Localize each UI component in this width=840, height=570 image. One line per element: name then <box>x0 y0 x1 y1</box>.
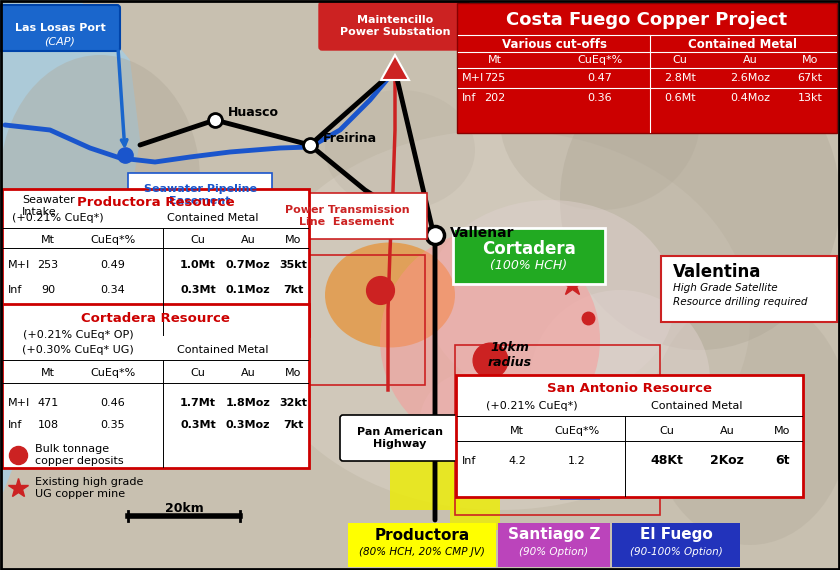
FancyBboxPatch shape <box>348 523 496 567</box>
FancyBboxPatch shape <box>498 523 610 567</box>
Text: CuEq*%: CuEq*% <box>554 426 600 436</box>
Text: (+0.21% CuEq* OP): (+0.21% CuEq* OP) <box>23 330 134 340</box>
Text: 2Koz: 2Koz <box>710 454 744 467</box>
Text: (100% HCH): (100% HCH) <box>491 259 568 272</box>
Text: 108: 108 <box>38 420 59 430</box>
Text: 253: 253 <box>38 260 59 270</box>
Circle shape <box>380 230 600 450</box>
Text: Au: Au <box>743 55 758 65</box>
Ellipse shape <box>325 242 455 348</box>
Text: Maintencillo
Power Substation: Maintencillo Power Substation <box>339 15 450 37</box>
Text: Bulk tonnage
copper deposits: Bulk tonnage copper deposits <box>35 444 123 466</box>
Text: 20km: 20km <box>165 502 203 515</box>
FancyBboxPatch shape <box>457 3 837 133</box>
Text: Resource drilling required: Resource drilling required <box>673 297 807 307</box>
Text: (+0.30% CuEq* UG): (+0.30% CuEq* UG) <box>22 345 134 355</box>
FancyBboxPatch shape <box>453 228 605 284</box>
Text: Contained Metal: Contained Metal <box>651 401 743 411</box>
Text: (+0.21% CuEq*): (+0.21% CuEq*) <box>486 401 578 411</box>
Text: 0.49: 0.49 <box>101 260 125 270</box>
Text: Au: Au <box>720 426 734 436</box>
Text: 2.8Mt: 2.8Mt <box>664 73 696 83</box>
Text: Au: Au <box>240 235 255 245</box>
Text: 6t: 6t <box>774 454 790 467</box>
Ellipse shape <box>530 290 710 470</box>
Ellipse shape <box>500 30 700 210</box>
Text: Existing high grade
UG copper mine: Existing high grade UG copper mine <box>35 477 144 499</box>
Text: El Fuego: El Fuego <box>639 527 712 543</box>
Text: San Antonio Resource: San Antonio Resource <box>547 382 712 396</box>
Text: High Grade Satellite: High Grade Satellite <box>673 283 778 293</box>
Ellipse shape <box>250 130 750 510</box>
Text: Seawater Pipeline
Easement: Seawater Pipeline Easement <box>144 184 256 206</box>
Text: Contained Metal: Contained Metal <box>689 38 797 51</box>
FancyBboxPatch shape <box>340 415 461 461</box>
FancyBboxPatch shape <box>2 189 309 336</box>
Text: Inf: Inf <box>8 420 23 430</box>
Text: Huasco: Huasco <box>228 107 279 120</box>
Text: Freirina: Freirina <box>323 132 377 145</box>
Text: Mo: Mo <box>285 235 302 245</box>
FancyBboxPatch shape <box>612 523 740 567</box>
Polygon shape <box>0 0 140 500</box>
Text: (80% HCH, 20% CMP JV): (80% HCH, 20% CMP JV) <box>359 547 485 557</box>
Text: M+I: M+I <box>8 260 30 270</box>
Text: 0.35: 0.35 <box>101 420 125 430</box>
Text: Mt: Mt <box>488 55 502 65</box>
Text: Productora Resource: Productora Resource <box>76 196 234 209</box>
FancyBboxPatch shape <box>560 430 600 500</box>
Text: Pan American
Highway: Pan American Highway <box>357 427 443 449</box>
FancyBboxPatch shape <box>128 173 272 217</box>
Ellipse shape <box>560 50 840 350</box>
Text: 13kt: 13kt <box>797 93 822 103</box>
FancyBboxPatch shape <box>450 470 500 530</box>
Ellipse shape <box>0 55 200 305</box>
Text: Vallenar: Vallenar <box>450 226 514 240</box>
FancyBboxPatch shape <box>510 390 570 480</box>
Ellipse shape <box>325 90 475 210</box>
Text: Contained Metal: Contained Metal <box>177 345 269 355</box>
Text: 0.7Moz: 0.7Moz <box>226 260 270 270</box>
FancyBboxPatch shape <box>319 2 470 50</box>
FancyBboxPatch shape <box>390 430 460 510</box>
Text: 471: 471 <box>37 398 59 408</box>
Text: 2.6Moz: 2.6Moz <box>730 73 770 83</box>
Text: Mo: Mo <box>774 426 790 436</box>
Text: Costa Fuego Copper Project: Costa Fuego Copper Project <box>507 11 788 29</box>
Text: Mo: Mo <box>285 368 302 378</box>
Text: 1.2: 1.2 <box>568 456 585 466</box>
FancyBboxPatch shape <box>661 256 837 322</box>
FancyBboxPatch shape <box>2 304 309 468</box>
Text: 10km
radius: 10km radius <box>488 341 532 369</box>
Text: Cu: Cu <box>191 235 206 245</box>
Text: 1.8Moz: 1.8Moz <box>226 398 270 408</box>
Text: 0.46: 0.46 <box>101 398 125 408</box>
Ellipse shape <box>425 200 675 400</box>
Text: Inf: Inf <box>462 456 476 466</box>
Text: 1.0Mt: 1.0Mt <box>180 260 216 270</box>
Text: (+0.21% CuEq*): (+0.21% CuEq*) <box>13 213 104 223</box>
Ellipse shape <box>110 180 290 460</box>
Text: Various cut-offs: Various cut-offs <box>501 38 606 51</box>
Text: Contained Metal: Contained Metal <box>167 213 259 223</box>
Text: 0.3Moz: 0.3Moz <box>226 420 270 430</box>
Text: 725: 725 <box>485 73 506 83</box>
FancyBboxPatch shape <box>490 430 530 490</box>
Text: 32kt: 32kt <box>279 398 307 408</box>
Text: 67kt: 67kt <box>797 73 822 83</box>
Text: Mt: Mt <box>41 235 55 245</box>
Text: Mt: Mt <box>510 426 524 436</box>
Text: CuEq*%: CuEq*% <box>577 55 622 65</box>
Text: Power Transmission
Line  Easement: Power Transmission Line Easement <box>285 205 409 227</box>
Text: 4.2: 4.2 <box>508 456 526 466</box>
Text: Cortadera: Cortadera <box>482 240 576 258</box>
Text: Productora: Productora <box>375 527 470 543</box>
Text: Cu: Cu <box>191 368 206 378</box>
Text: Cu: Cu <box>673 55 687 65</box>
Text: 0.36: 0.36 <box>588 93 612 103</box>
Text: 0.6Mt: 0.6Mt <box>664 93 696 103</box>
Text: Las Losas Port: Las Losas Port <box>14 23 105 33</box>
Text: Valentina: Valentina <box>673 263 761 281</box>
Text: M+I: M+I <box>8 398 30 408</box>
